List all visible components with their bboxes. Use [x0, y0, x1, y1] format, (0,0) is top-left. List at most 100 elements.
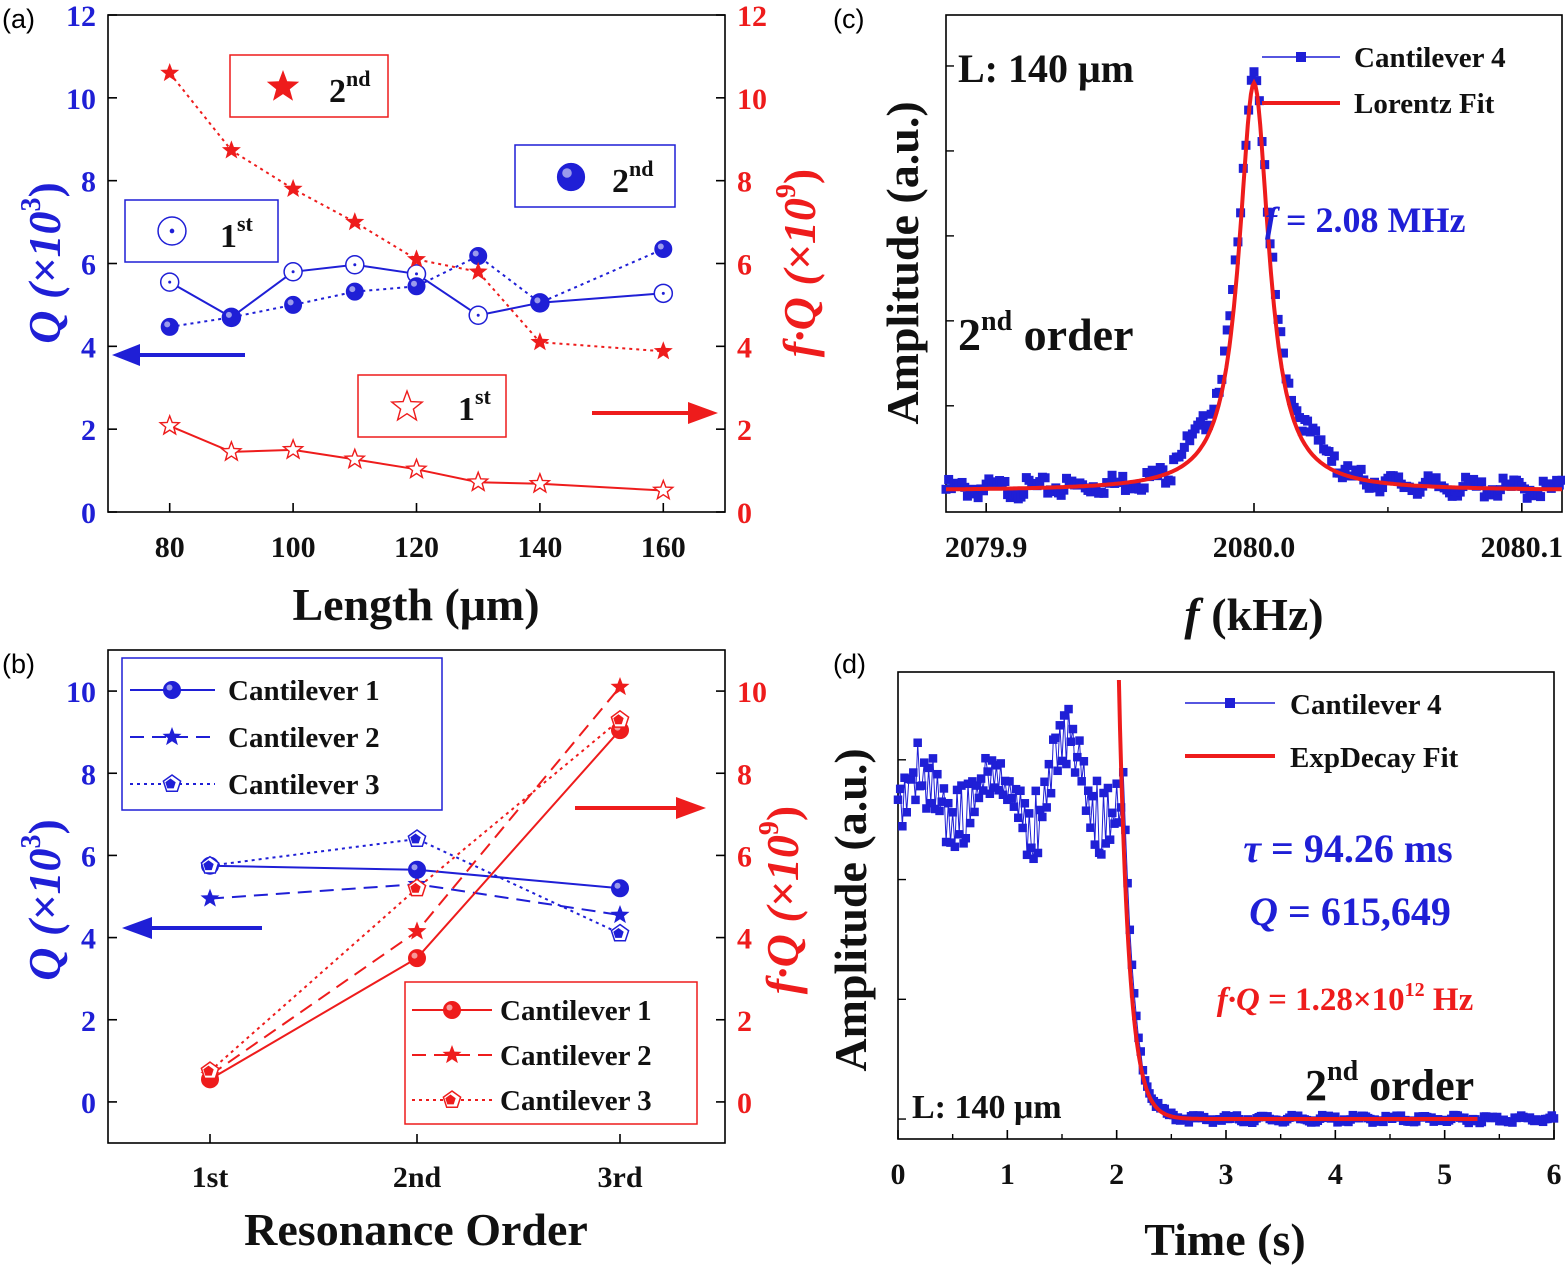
legend-blue-marker-2-half — [165, 778, 176, 789]
panel-d-data-point — [919, 758, 929, 767]
annot-box-1st-circle — [124, 199, 279, 263]
panel-a-series-3-point — [651, 478, 675, 501]
panel-a-series-3-point — [466, 470, 490, 492]
panel-d-data-point — [1024, 809, 1034, 818]
panel-c-data-point — [1303, 416, 1313, 426]
panel-label-a: (a) — [2, 4, 35, 34]
panel-d-data-point — [1018, 823, 1027, 833]
panel-a-series-2-point — [345, 212, 365, 231]
panel-b-yl-tick-label: 0 — [81, 1087, 96, 1120]
annot-1st-circle-marker — [157, 216, 187, 246]
panel-a-series-0-point-dot — [476, 313, 480, 317]
panel-d-data-point — [985, 789, 995, 798]
left-axis-arrow — [112, 344, 245, 366]
panel-a-series-2-point — [530, 332, 550, 351]
panel-c-data-point — [984, 474, 994, 484]
panel-d-x-tick-label: 2 — [1109, 1158, 1124, 1191]
panel-d-q: Q = 615,649 — [1249, 889, 1451, 934]
panel-d-data-point — [1011, 784, 1021, 794]
panel-d-data-point — [979, 786, 988, 795]
panel-a-yl-tick-label: 12 — [66, 0, 96, 33]
legend-red-marker-0 — [443, 1001, 461, 1019]
panel-a-yl-tick-label: 10 — [66, 83, 96, 116]
panel-c-data-point — [1225, 311, 1235, 321]
panel-d-data-point — [1031, 786, 1041, 796]
panel-d-tau: τ = 94.26 ms — [1243, 826, 1452, 871]
panel-a-series-0-point-dot — [661, 291, 665, 295]
panel-d-data-point — [963, 779, 973, 789]
panel-a-yr-tick-label: 0 — [737, 497, 752, 530]
panel-d-data-point — [944, 798, 953, 808]
panel-a-yr-tick-label: 4 — [737, 331, 752, 364]
panel-c-data-point — [1455, 487, 1465, 497]
panel-a-series-3-point — [343, 447, 367, 470]
panel-d-data-point — [987, 756, 997, 765]
legend-blue-marker-0-shine — [166, 684, 173, 691]
panel-c-data-point — [1292, 406, 1302, 416]
panel-c-data-point — [1107, 470, 1117, 480]
panel-a-series-1-point-shine — [225, 311, 232, 318]
panel-d-x-tick-label: 3 — [1219, 1158, 1234, 1191]
panel-c-ylabel: Amplitude (a.u.) — [877, 101, 928, 424]
panel-c-data-point — [1431, 473, 1441, 483]
panel-d-data-point — [1090, 840, 1100, 849]
panel-a-series-1-point-shine — [657, 243, 664, 250]
legend-blue-marker-0 — [163, 681, 181, 699]
panel-d-data-point — [952, 785, 962, 795]
panel-b-series-5-point-half — [203, 1065, 214, 1076]
panel-d-data-point — [1112, 779, 1121, 788]
panel-d-data-point — [1022, 850, 1032, 860]
panel-d-data-point — [946, 838, 955, 847]
panel-d-fit-line — [1116, 679, 1478, 1121]
panel-d-data-point — [1129, 989, 1139, 998]
panel-c-data-point — [1203, 420, 1213, 430]
panel-d-data-point — [922, 804, 931, 813]
panel-d-legend-label-1: ExpDecay Fit — [1290, 742, 1459, 774]
panel-a-series-1-point — [345, 282, 364, 301]
panel-c-data-point — [1268, 252, 1278, 262]
panel-c-data-point — [1187, 429, 1197, 439]
panel-d-data-point — [1184, 1118, 1194, 1127]
panel-d-data-point — [1000, 776, 1010, 786]
panel-a-series-1-point-shine — [287, 299, 294, 306]
panel-d-data-point — [1075, 736, 1084, 745]
panel-a-series-0-point-dot — [168, 280, 172, 284]
panel-d-data-point — [1092, 776, 1102, 786]
panel-b-series-3-point-shine — [411, 952, 418, 959]
panel-d-data-point — [941, 837, 951, 847]
panel-c-data-point — [1410, 484, 1420, 494]
panel-d-data-point — [1077, 777, 1086, 786]
panel-d-data-point — [1042, 803, 1051, 812]
legend-red-label-0: Cantilever 1 — [500, 995, 652, 1027]
panel-d-data-point — [1059, 711, 1069, 720]
panel-d-data-point — [994, 786, 1003, 795]
panel-b-series-2-line — [209, 837, 621, 935]
annot-marker-1-shine — [562, 168, 572, 178]
panel-d-data-point — [1079, 757, 1089, 766]
panel-d-data-point — [898, 821, 907, 831]
legend-red-marker-2-half — [445, 1094, 456, 1105]
panel-d-data-point — [957, 781, 966, 790]
panel-c-data-point — [1206, 409, 1216, 419]
legend-red-marker-1 — [442, 1045, 462, 1064]
panel-d-data-point — [1097, 850, 1106, 859]
annot-2nd-star-label: 2nd — [329, 66, 370, 110]
panel-c-data-point — [1557, 475, 1565, 485]
panel-d-data-point — [930, 804, 940, 814]
panel-d-data-point — [1070, 768, 1080, 777]
panel-c-ticks: 2079.9 2080.0 2080.1 — [945, 65, 1563, 564]
panel-c-data-point — [1394, 472, 1404, 482]
panel-d-data-point — [1549, 1114, 1559, 1123]
panel-d-fq: f·Q = 1.28×1012 Hz — [1217, 979, 1474, 1018]
panel-d-data-point — [1114, 818, 1124, 827]
panel-d-data-point — [1003, 795, 1012, 805]
panel-d-data-point — [1040, 777, 1049, 787]
panel-d-data-point — [900, 773, 909, 782]
panel-b-series-2-point-half — [613, 928, 624, 938]
annot-2nd-circle-marker — [556, 162, 586, 192]
panel-d-data-point — [1134, 1033, 1143, 1043]
panel-b-series-1-point — [200, 888, 220, 907]
panel-a-ylabel-right: f·Q (×109) — [771, 169, 825, 357]
panel-d-data-point — [1035, 805, 1045, 815]
